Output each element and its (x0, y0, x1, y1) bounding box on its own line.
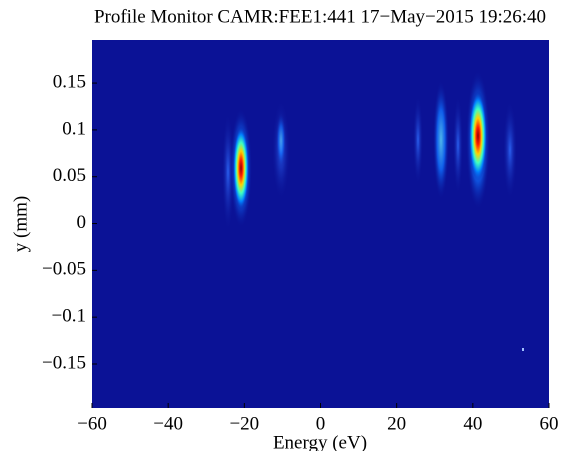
x-tick-label: −60 (77, 413, 107, 434)
x-tick-label: 60 (540, 413, 559, 434)
intensity-spot (413, 95, 423, 185)
y-axis-label: y (mm) (10, 196, 31, 252)
intensity-image (222, 70, 524, 351)
y-tick-label: 0.15 (53, 71, 86, 92)
y-tick-label: 0.1 (62, 118, 86, 139)
intensity-spot (503, 100, 517, 200)
x-tick-label: −20 (229, 413, 259, 434)
intensity-spot (433, 80, 449, 200)
y-tick-label: 0.05 (53, 165, 86, 186)
intensity-spot (233, 126, 249, 210)
intensity-spot (276, 112, 286, 168)
x-tick-label: −40 (153, 413, 183, 434)
y-tick-label: 0 (77, 212, 87, 233)
intensity-spot (522, 348, 524, 351)
x-tick-label: 40 (463, 413, 482, 434)
intensity-spot (222, 112, 234, 232)
x-tick-label: 0 (316, 413, 326, 434)
x-axis-label: Energy (eV) (273, 432, 367, 451)
y-tick-label: −0.15 (42, 352, 86, 373)
y-tick-label: −0.1 (52, 306, 86, 327)
chart-title: Profile Monitor CAMR:FEE1:441 17−May−201… (94, 6, 546, 27)
x-tick-label: 20 (387, 413, 406, 434)
y-tick-label: −0.05 (42, 259, 86, 280)
intensity-spot (453, 95, 463, 195)
intensity-spot (469, 91, 487, 181)
